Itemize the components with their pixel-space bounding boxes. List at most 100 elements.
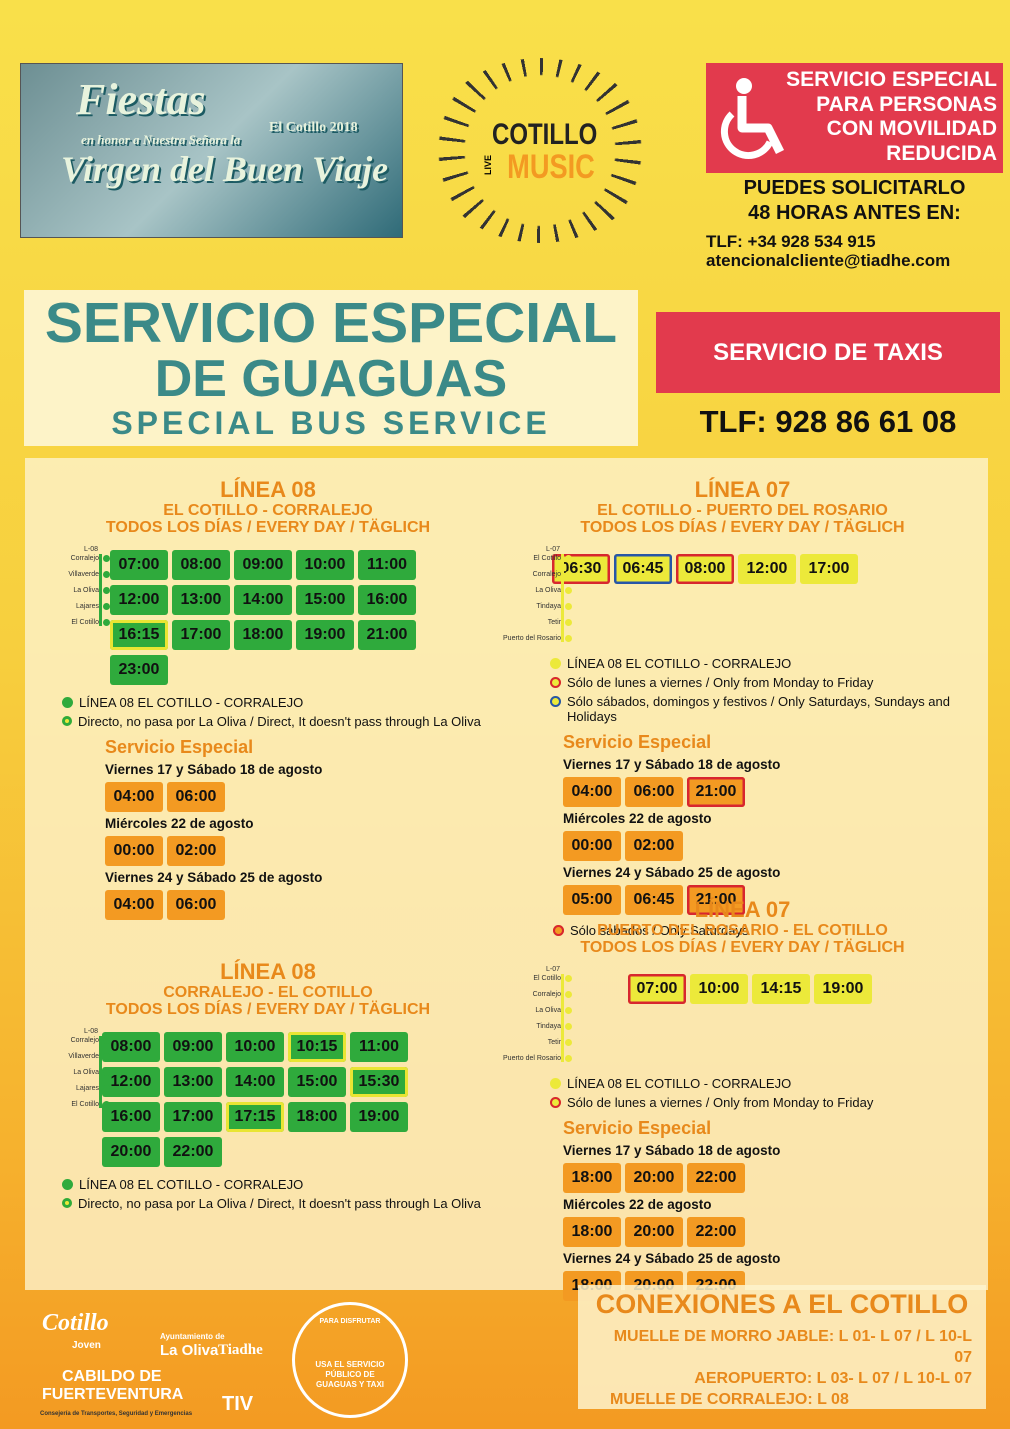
stop-dot bbox=[565, 634, 572, 642]
special-time: 06:00 bbox=[167, 890, 225, 920]
times-grid: 07:00 08:00 09:00 10:00 11:00 12:00 13:00 14:00… bbox=[110, 550, 416, 685]
stop-name: Corralejo bbox=[532, 570, 561, 578]
special-times: 04:00 06:00 21:00 bbox=[563, 777, 985, 807]
banner-title: Fiestas bbox=[76, 75, 206, 124]
stop-name: Lajares bbox=[76, 1084, 99, 1092]
legend-dot bbox=[62, 1198, 72, 1208]
special-title: Servicio Especial bbox=[563, 1118, 712, 1138]
stop: La Oliva bbox=[38, 1066, 110, 1079]
line-title: LÍNEA 08 bbox=[220, 477, 316, 502]
special-date: Viernes 17 y Sábado 18 de agosto bbox=[563, 1143, 781, 1158]
legend-text: LÍNEA 08 EL COTILLO - CORRALEJO bbox=[567, 1076, 792, 1091]
stop-name: Tetir bbox=[547, 618, 561, 626]
special-time: 04:00 bbox=[105, 782, 163, 812]
stop-name: El Cotillo bbox=[533, 554, 561, 562]
legend-item: LÍNEA 08 EL COTILLO - CORRALEJO bbox=[550, 656, 985, 671]
line-route: CORRALEJO - EL COTILLO bbox=[163, 984, 373, 1001]
legend-dot bbox=[62, 1179, 73, 1190]
access-line: CON MOVILIDAD bbox=[826, 117, 997, 140]
stop-name: El Cotillo bbox=[533, 974, 561, 982]
taxi-box: SERVICIO DE TAXIS bbox=[656, 312, 1000, 393]
special-times: 04:00 06:00 bbox=[105, 782, 498, 812]
special-time: 18:00 bbox=[563, 1163, 621, 1193]
stop: El Cotillo bbox=[500, 552, 572, 565]
stop-dot bbox=[565, 974, 572, 982]
stop: Tetir bbox=[500, 616, 572, 629]
special-time: 00:00 bbox=[563, 831, 621, 861]
special-time: 05:00 bbox=[563, 885, 621, 915]
stop: Tindaya bbox=[500, 1020, 572, 1033]
stop: Corralejo bbox=[500, 988, 572, 1001]
departure-time: 16:00 bbox=[358, 585, 416, 615]
line-days: TODOS LOS DÍAS / EVERY DAY / TÄGLICH bbox=[105, 519, 431, 536]
departure-time: 10:00 bbox=[690, 974, 748, 1004]
special-time: 04:00 bbox=[563, 777, 621, 807]
departure-time: 21:00 bbox=[358, 620, 416, 650]
badge bbox=[292, 1302, 408, 1418]
request-line: 48 HORAS ANTES EN: bbox=[748, 202, 961, 224]
departure-time: 16:15 bbox=[110, 620, 168, 650]
section-header: LÍNEA 08 CORRALEJO - EL COTILLO TODOS LOS … bbox=[38, 960, 498, 1019]
timetable: L-08 Corralejo Villaverde La Oliva Lajares El… bbox=[38, 546, 498, 685]
special-date: Viernes 17 y Sábado 18 de agosto bbox=[105, 762, 323, 777]
stop-name: Puerto del Rosario bbox=[503, 1054, 561, 1062]
stops-diagram: L-07 El Cotillo Corralejo La Oliva Tindaya Te… bbox=[500, 966, 572, 1066]
special-time: 00:00 bbox=[105, 836, 163, 866]
stop-name: La Oliva bbox=[73, 1068, 99, 1076]
legend-item: Sólo de lunes a viernes / Only from Mond… bbox=[550, 675, 985, 690]
departure-time: 18:00 bbox=[288, 1102, 346, 1132]
legend-text: Sólo sábados, domingos y festivos / Only… bbox=[567, 694, 950, 724]
stop: Lajares bbox=[38, 600, 110, 613]
departure-time: 17:00 bbox=[164, 1102, 222, 1132]
stop-dot bbox=[103, 618, 110, 626]
stop: Puerto del Rosario bbox=[500, 632, 572, 645]
stop-name: La Oliva bbox=[73, 586, 99, 594]
legend-item: Sólo de lunes a viernes / Only from Mond… bbox=[550, 1095, 985, 1110]
line-code: L-07 bbox=[545, 966, 560, 973]
line-route: EL COTILLO - PUERTO DEL ROSARIO bbox=[597, 502, 888, 519]
special-date: Viernes 24 y Sábado 25 de agosto bbox=[105, 870, 323, 885]
special-time: 02:00 bbox=[167, 836, 225, 866]
departure-time: 12:00 bbox=[738, 554, 796, 584]
access-line: SERVICIO ESPECIAL bbox=[786, 68, 997, 91]
stop: Puerto del Rosario bbox=[500, 1052, 572, 1065]
logo-rays bbox=[430, 58, 650, 243]
logo-text: Cotillo bbox=[42, 1310, 109, 1336]
legend-item: Sólo sábados, domingos y festivos / Only… bbox=[550, 694, 985, 724]
stop: Corralejo bbox=[38, 552, 110, 565]
special-time: 20:00 bbox=[625, 1217, 683, 1247]
departure-time: 17:00 bbox=[172, 620, 230, 650]
stop-dot bbox=[565, 1038, 572, 1046]
departure-time: 08:00 bbox=[676, 554, 734, 584]
title-box: SERVICIO ESPECIAL DE GUAGUAS SPECIAL BUS… bbox=[24, 290, 638, 446]
stop-name: Corralejo bbox=[70, 1036, 99, 1044]
special-date: Miércoles 22 de agosto bbox=[105, 816, 254, 831]
contact-info: TLF: +34 928 534 915 atencionalcliente@t… bbox=[706, 232, 950, 270]
legend-dot bbox=[550, 677, 561, 688]
logo-text: Joven bbox=[72, 1340, 101, 1351]
times-grid: 07:00 10:00 14:15 19:00 bbox=[628, 974, 934, 1066]
special-times: 04:00 06:00 bbox=[105, 890, 498, 920]
stop-name: El Cotillo bbox=[71, 618, 99, 626]
logo-text: TIV bbox=[222, 1393, 254, 1415]
stop-name: Tindaya bbox=[536, 602, 561, 610]
departure-time: 06:45 bbox=[614, 554, 672, 584]
logo-text: PARA DISFRUTAR bbox=[319, 1318, 381, 1325]
departure-time: 15:30 bbox=[350, 1067, 408, 1097]
departure-time: 12:00 bbox=[102, 1067, 160, 1097]
stop-name: Tetir bbox=[547, 1038, 561, 1046]
special-time: 18:00 bbox=[563, 1217, 621, 1247]
departure-time: 22:00 bbox=[164, 1137, 222, 1167]
departure-time: 17:15 bbox=[226, 1102, 284, 1132]
stop-name: La Oliva bbox=[535, 586, 561, 594]
music-logo: COTILLO LIVE MUSIC bbox=[440, 60, 640, 240]
legend-dot bbox=[62, 697, 73, 708]
legend-text: Sólo de lunes a viernes / Only from Mond… bbox=[567, 1095, 874, 1110]
legend-dot bbox=[550, 1078, 561, 1089]
schedule-section: LÍNEA 08 EL COTILLO - CORRALEJO TODOS LOS … bbox=[38, 478, 498, 920]
legend-item: LÍNEA 08 EL COTILLO - CORRALEJO bbox=[62, 1177, 498, 1192]
title-line3: SPECIAL BUS SERVICE bbox=[111, 405, 551, 441]
stop-name: Villaverde bbox=[68, 1052, 99, 1060]
stop: Corralejo bbox=[38, 1034, 110, 1047]
departure-time: 08:00 bbox=[172, 550, 230, 580]
